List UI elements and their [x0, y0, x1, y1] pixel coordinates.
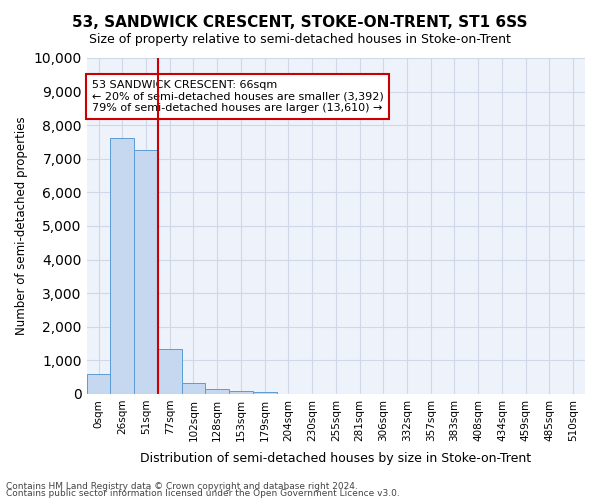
Bar — [229, 391, 253, 394]
Bar — [158, 348, 182, 394]
Text: 53, SANDWICK CRESCENT, STOKE-ON-TRENT, ST1 6SS: 53, SANDWICK CRESCENT, STOKE-ON-TRENT, S… — [72, 15, 528, 30]
Bar — [253, 392, 277, 394]
Bar — [86, 374, 110, 394]
Bar — [182, 383, 205, 394]
Text: Contains HM Land Registry data © Crown copyright and database right 2024.: Contains HM Land Registry data © Crown c… — [6, 482, 358, 491]
Bar — [134, 150, 158, 394]
X-axis label: Distribution of semi-detached houses by size in Stoke-on-Trent: Distribution of semi-detached houses by … — [140, 452, 532, 465]
Y-axis label: Number of semi-detached properties: Number of semi-detached properties — [15, 116, 28, 336]
Text: Size of property relative to semi-detached houses in Stoke-on-Trent: Size of property relative to semi-detach… — [89, 32, 511, 46]
Bar — [205, 389, 229, 394]
Text: 53 SANDWICK CRESCENT: 66sqm
← 20% of semi-detached houses are smaller (3,392)
79: 53 SANDWICK CRESCENT: 66sqm ← 20% of sem… — [92, 80, 383, 113]
Bar — [110, 138, 134, 394]
Text: Contains public sector information licensed under the Open Government Licence v3: Contains public sector information licen… — [6, 490, 400, 498]
